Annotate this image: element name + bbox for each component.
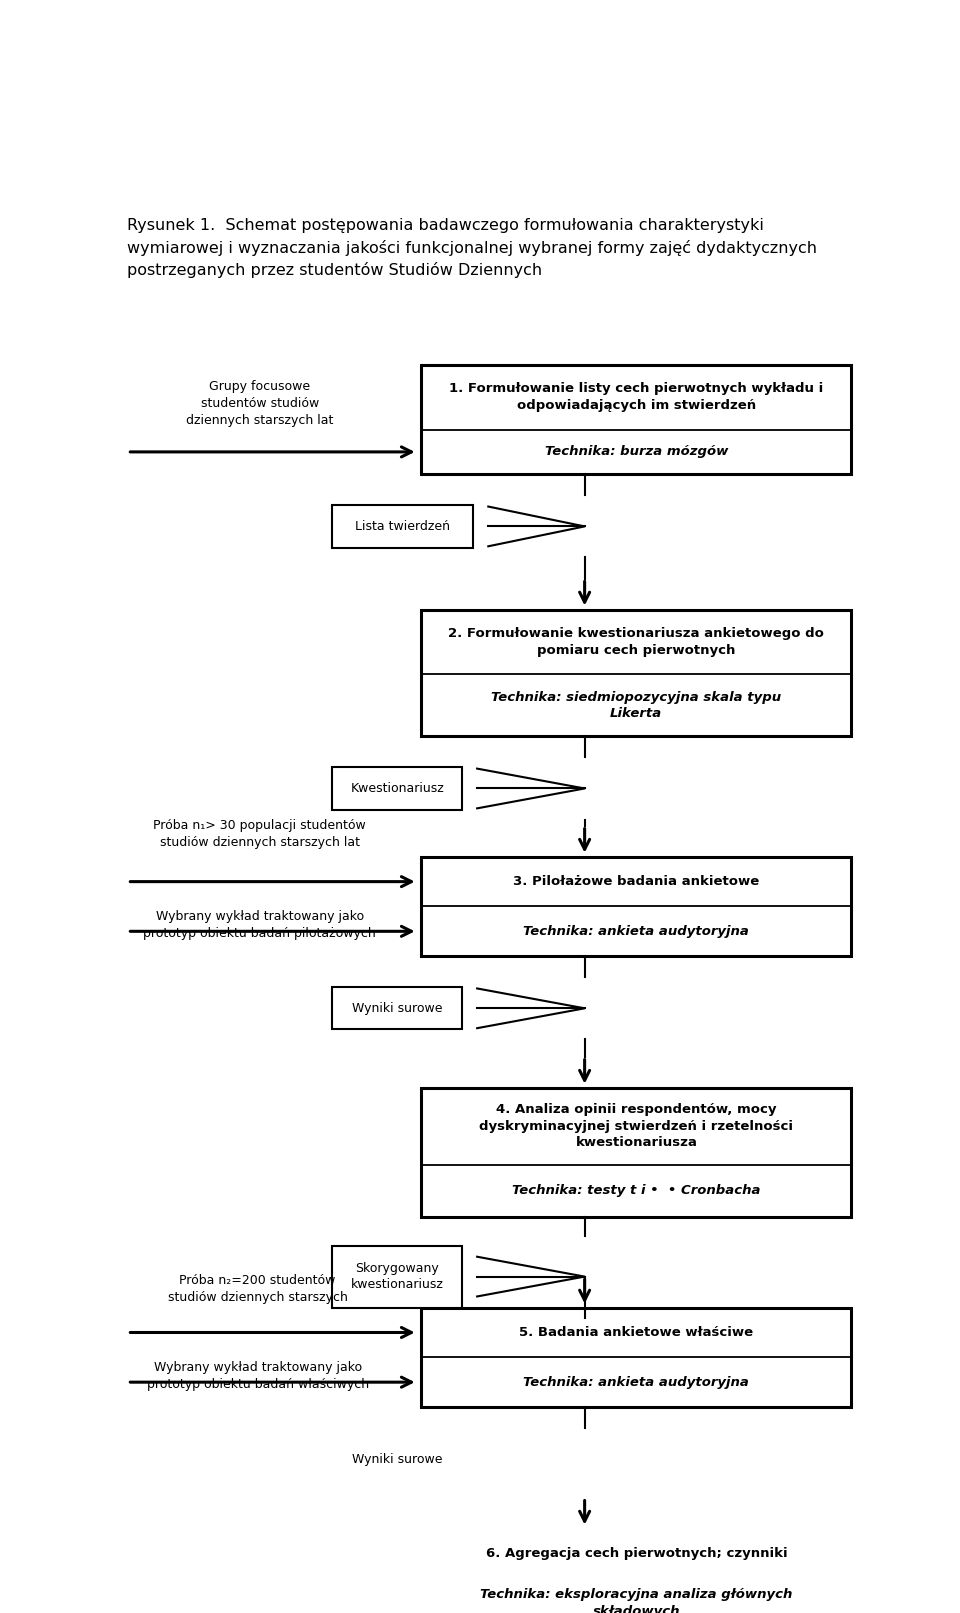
- Bar: [332, 768, 462, 810]
- Bar: [421, 365, 852, 474]
- Bar: [421, 1087, 852, 1216]
- Text: Wybrany wykład traktowany jako
prototyp obiektu badań właściwych: Wybrany wykład traktowany jako prototyp …: [147, 1361, 369, 1390]
- Text: Technika: eksploracyjna analiza głównych
składowych: Technika: eksploracyjna analiza głównych…: [480, 1589, 793, 1613]
- Text: 2. Formułowanie kwestionariusza ankietowego do
pomiaru cech pierwotnych: 2. Formułowanie kwestionariusza ankietow…: [448, 627, 825, 656]
- Text: Wyniki surowe: Wyniki surowe: [352, 1453, 443, 1466]
- Text: Grupy focusowe
studentów studiów
dziennych starszych lat: Grupy focusowe studentów studiów dzienny…: [186, 381, 333, 427]
- Text: Technika: testy t i •  • Cronbacha: Technika: testy t i • • Cronbacha: [512, 1184, 760, 1197]
- Text: Próba n₁> 30 populacji studentów
studiów dziennych starszych lat: Próba n₁> 30 populacji studentów studiów…: [154, 819, 367, 850]
- Text: 3. Pilołażowe badania ankietowe: 3. Pilołażowe badania ankietowe: [514, 876, 759, 889]
- Bar: [332, 505, 473, 547]
- Bar: [332, 1245, 462, 1308]
- Text: 6. Agregacja cech pierwotnych; czynniki: 6. Agregacja cech pierwotnych; czynniki: [486, 1547, 787, 1560]
- Text: Kwestionariusz: Kwestionariusz: [350, 782, 444, 795]
- Text: Lista twierdzeń: Lista twierdzeń: [355, 519, 450, 532]
- Text: 1. Formułowanie listy cech pierwotnych wykładu i
odpowiadających im stwierdzeń: 1. Formułowanie listy cech pierwotnych w…: [449, 382, 824, 411]
- Bar: [421, 1529, 852, 1613]
- Text: Technika: siedmiopozycyjna skala typu
Likerta: Technika: siedmiopozycyjna skala typu Li…: [492, 690, 781, 719]
- Bar: [421, 1308, 852, 1407]
- Bar: [332, 987, 462, 1029]
- Text: Technika: burza mózgów: Technika: burza mózgów: [544, 445, 728, 458]
- Bar: [421, 857, 852, 957]
- Text: Rysunek 1.  Schemat postępowania badawczego formułowania charakterystyki
wymiaro: Rysunek 1. Schemat postępowania badawcze…: [128, 218, 818, 279]
- Text: Próba n₂=200 studentów
studiów dziennych starszych: Próba n₂=200 studentów studiów dziennych…: [168, 1274, 348, 1303]
- Text: Skorygowany
kwestionariusz: Skorygowany kwestionariusz: [350, 1261, 444, 1290]
- Text: 5. Badania ankietowe właściwe: 5. Badania ankietowe właściwe: [519, 1326, 754, 1339]
- Text: Technika: ankieta audytoryjna: Technika: ankieta audytoryjna: [523, 924, 749, 937]
- Text: Technika: ankieta audytoryjna: Technika: ankieta audytoryjna: [523, 1376, 749, 1389]
- Text: 4. Analiza opinii respondentów, mocy
dyskryminacyjnej stwierdzeń i rzetelności
k: 4. Analiza opinii respondentów, mocy dys…: [479, 1103, 793, 1150]
- Text: Wybrany wykład traktowany jako
prototyp obiektu badań pilotażowych: Wybrany wykład traktowany jako prototyp …: [143, 910, 376, 940]
- Text: Wyniki surowe: Wyniki surowe: [352, 1002, 443, 1015]
- Bar: [332, 1439, 462, 1481]
- Bar: [421, 610, 852, 736]
